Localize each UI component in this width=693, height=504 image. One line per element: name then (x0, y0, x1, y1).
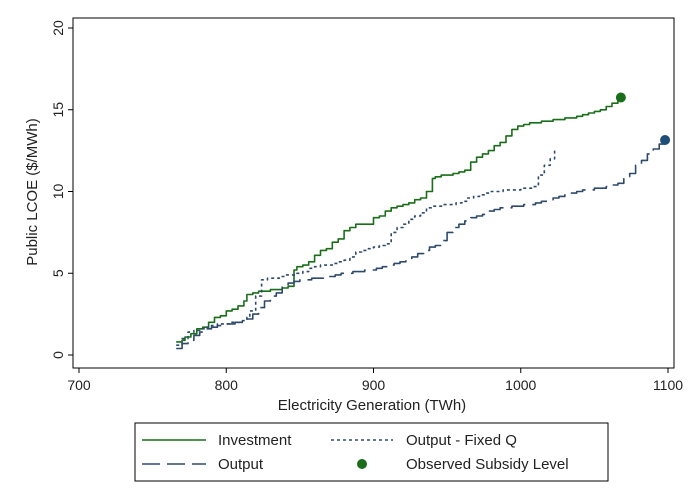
legend-label-output: Output (218, 456, 264, 473)
legend: Investment Output - Fixed Q Output Obser… (134, 422, 609, 482)
y-tick-label: 0 (50, 351, 66, 359)
legend-label-observed-subsidy: Observed Subsidy Level (406, 456, 569, 473)
series-points (615, 92, 671, 145)
x-axis-title: Electricity Generation (TWh) (278, 397, 466, 414)
series-line-output-fixed-q (176, 150, 556, 346)
series-line-investment (176, 97, 622, 343)
legend-box (134, 422, 609, 482)
y-tick-label: 10 (50, 184, 66, 200)
series-line-output (176, 140, 666, 350)
y-tick-label: 15 (50, 102, 66, 118)
legend-label-output-fixed-q: Output - Fixed Q (406, 432, 517, 449)
y-tick-label: 5 (50, 269, 66, 277)
y-tick-label: 20 (50, 20, 66, 36)
x-tick-label: 800 (215, 377, 239, 393)
legend-marker-observed-subsidy (357, 459, 367, 469)
legend-label-investment: Investment (218, 432, 292, 449)
y-axis-ticks: 0 5 10 15 20 (50, 20, 73, 359)
x-tick-label: 700 (67, 377, 91, 393)
observed-subsidy-point (615, 92, 626, 103)
x-tick-label: 1100 (653, 377, 683, 393)
series-lines (176, 97, 666, 350)
x-tick-label: 1000 (505, 377, 536, 393)
plot-area (72, 17, 675, 369)
x-axis-ticks: 700 800 900 1000 1100 (67, 368, 683, 393)
y-axis-title: Public LCOE ($/MWh) (24, 118, 41, 266)
x-tick-label: 900 (362, 377, 386, 393)
observed-subsidy-point (660, 134, 671, 145)
